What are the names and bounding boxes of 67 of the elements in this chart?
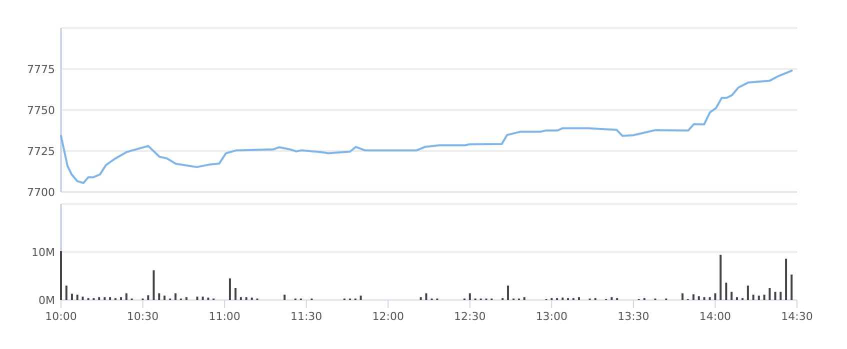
x-tick-label: 12:30 — [454, 310, 486, 323]
bar — [785, 258, 788, 300]
bar — [774, 292, 776, 300]
bar — [234, 288, 237, 300]
bar — [76, 294, 78, 300]
bar — [578, 297, 580, 300]
bar — [185, 297, 188, 300]
bar — [682, 293, 684, 300]
bar — [147, 295, 150, 300]
bar — [104, 297, 106, 300]
bar — [425, 293, 428, 300]
x-tick-label: 13:30 — [618, 310, 650, 323]
bar — [196, 296, 198, 300]
bar — [152, 270, 155, 300]
bar — [60, 251, 62, 300]
bar — [752, 294, 754, 300]
y-tick-label: 0M — [38, 294, 55, 307]
bar — [768, 288, 771, 300]
x-tick-label: 11:30 — [290, 310, 322, 323]
bar — [284, 294, 286, 300]
y-tick-label: 7725 — [27, 144, 55, 158]
bar — [228, 278, 231, 300]
bar — [714, 293, 716, 300]
bar — [720, 254, 722, 300]
x-tick-label: 10:00 — [45, 310, 77, 323]
x-tick-label: 11:00 — [208, 310, 240, 323]
bar — [240, 297, 242, 300]
x-tick-label: 12:00 — [372, 310, 404, 323]
bar — [245, 297, 248, 300]
y-tick-label: 7775 — [27, 62, 55, 76]
bar — [174, 293, 176, 300]
x-tick-label: 13:00 — [536, 310, 568, 323]
x-tick-label: 10:30 — [126, 310, 159, 323]
bar — [109, 297, 112, 300]
y-tick-label: 10M — [32, 246, 55, 259]
bar — [730, 292, 733, 300]
x-tick-label: 14:00 — [699, 310, 732, 323]
bar — [70, 294, 73, 300]
bar — [725, 282, 728, 300]
bar — [780, 292, 782, 300]
bar — [65, 286, 68, 300]
bar — [120, 297, 122, 300]
bar — [468, 293, 471, 300]
bar — [790, 274, 793, 300]
bar — [758, 296, 760, 300]
bar — [506, 286, 509, 300]
bar — [698, 296, 700, 300]
x-tick-label: 14:30 — [781, 310, 813, 323]
bar — [360, 296, 362, 300]
bar — [98, 297, 100, 300]
bar — [746, 286, 749, 300]
bar — [82, 296, 84, 300]
bar — [708, 297, 711, 300]
bar — [202, 296, 204, 300]
bar — [158, 293, 160, 300]
bar — [523, 297, 526, 300]
bar — [164, 296, 166, 300]
y-tick-label: 7750 — [27, 104, 55, 117]
bar — [736, 297, 738, 300]
y-tick-label: 7700 — [27, 186, 55, 199]
bar — [125, 293, 128, 300]
bar — [692, 294, 694, 300]
bar — [703, 297, 706, 300]
bar — [420, 297, 422, 300]
line-series — [60, 70, 793, 184]
bar — [610, 297, 613, 300]
bar — [763, 294, 766, 300]
